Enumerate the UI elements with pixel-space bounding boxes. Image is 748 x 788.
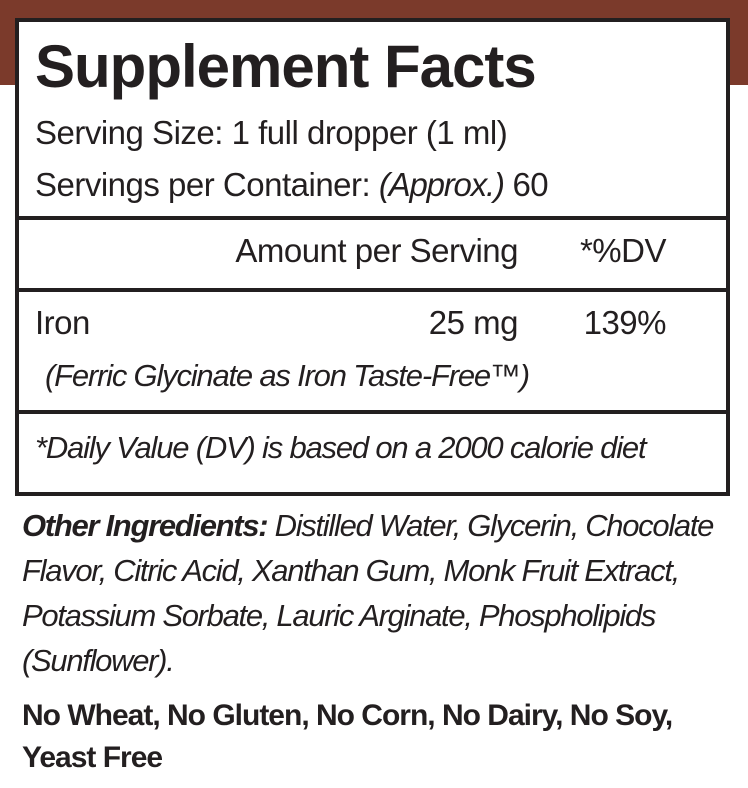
servings-line: Servings per Container: (Approx.) 60	[35, 166, 726, 204]
serving-size: Serving Size: 1 full dropper (1 ml)	[35, 114, 508, 151]
title: Supplement Facts	[35, 33, 537, 100]
nutrient-note: (Ferric Glycinate as Iron Taste-Free™)	[45, 358, 530, 393]
allergens: No Wheat, No Gluten, No Corn, No Dairy, …	[22, 699, 673, 774]
left-band	[0, 0, 15, 85]
footnote: *Daily Value (DV) is based on a 2000 cal…	[35, 430, 647, 465]
divider	[19, 288, 726, 292]
ingredients: Other Ingredients: Distilled Water, Glyc…	[22, 503, 722, 683]
facts-panel: Supplement Facts Serving Size: 1 full dr…	[15, 18, 730, 496]
nutrient-name: Iron	[35, 304, 90, 341]
top-band	[0, 0, 748, 18]
servings-note: (Approx.)	[378, 166, 505, 203]
ingredients-label: Other Ingredients:	[22, 508, 269, 543]
nutrient-dv: 139%	[583, 304, 667, 341]
servings-label: Servings per Container:	[35, 166, 371, 203]
servings-value: 60	[512, 166, 549, 203]
right-band	[730, 0, 748, 85]
ingredients-text: Distilled Water, Glycerin, Chocolate Fla…	[22, 508, 714, 678]
amount-heading: Amount per Serving	[235, 232, 518, 269]
divider	[19, 410, 726, 414]
dv-heading: *%DV	[579, 232, 667, 269]
nutrient-amount: 25 mg	[428, 304, 519, 341]
divider	[19, 216, 726, 220]
